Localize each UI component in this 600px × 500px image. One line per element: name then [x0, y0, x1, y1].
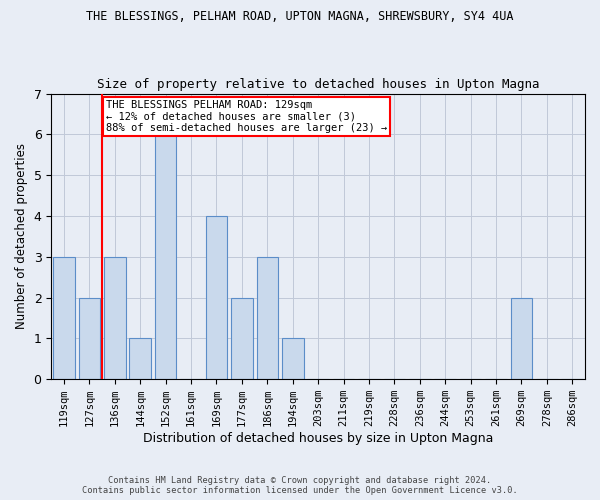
Title: Size of property relative to detached houses in Upton Magna: Size of property relative to detached ho… [97, 78, 539, 91]
Bar [206, 216, 227, 379]
Bar [257, 257, 278, 379]
Bar [53, 257, 75, 379]
Bar [511, 298, 532, 379]
Y-axis label: Number of detached properties: Number of detached properties [15, 144, 28, 330]
Bar [130, 338, 151, 379]
Bar [231, 298, 253, 379]
Text: THE BLESSINGS PELHAM ROAD: 129sqm
← 12% of detached houses are smaller (3)
88% o: THE BLESSINGS PELHAM ROAD: 129sqm ← 12% … [106, 100, 387, 133]
Text: Contains HM Land Registry data © Crown copyright and database right 2024.
Contai: Contains HM Land Registry data © Crown c… [82, 476, 518, 495]
Bar [104, 257, 125, 379]
X-axis label: Distribution of detached houses by size in Upton Magna: Distribution of detached houses by size … [143, 432, 493, 445]
Text: THE BLESSINGS, PELHAM ROAD, UPTON MAGNA, SHREWSBURY, SY4 4UA: THE BLESSINGS, PELHAM ROAD, UPTON MAGNA,… [86, 10, 514, 23]
Bar [79, 298, 100, 379]
Bar [282, 338, 304, 379]
Bar [155, 134, 176, 379]
